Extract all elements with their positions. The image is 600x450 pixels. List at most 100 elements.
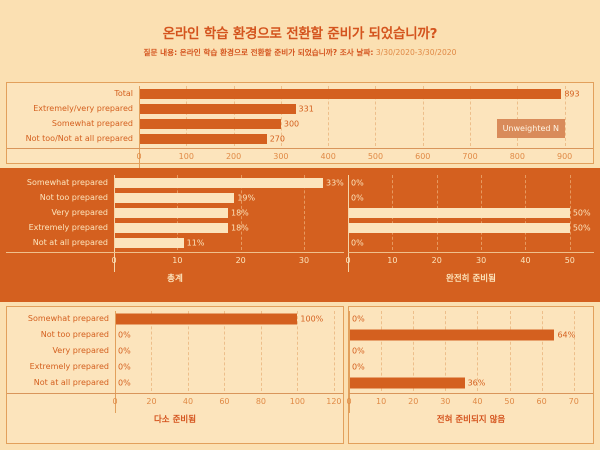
bar-value-label: 33% [326,178,344,187]
chart-2-rows: Somewhat prepared 33% Not too prepared 19% V… [6,175,344,250]
bar-plot-cell: 18% [114,220,344,235]
gridline [477,311,479,391]
bar[interactable] [349,329,555,341]
gridline [564,86,566,146]
gridline [224,311,226,391]
x-axis-title: 완전히 준비됨 [446,274,496,284]
x-axis-title: 총계 [167,274,183,284]
bar-plot-cell: 0% [115,343,343,359]
bar-plot-cell: 36% [349,375,593,391]
bar-value-label: 64% [557,330,576,340]
chart-bar-row: Very prepared 0% [7,343,343,359]
bar-value-label: 0% [351,238,364,247]
gridline [297,311,299,391]
gridline [187,311,189,391]
gridline [328,86,330,146]
chart-bar-row: 36% [349,375,593,391]
x-axis-tick-label: 20 [408,397,419,406]
x-axis-line [7,148,593,149]
chart-bar-row: 0% [348,190,594,205]
x-axis-tick-label: 100 [289,397,306,406]
bar-plot-cell: 0% [115,359,343,375]
bar[interactable] [139,88,562,99]
bar[interactable] [115,313,298,325]
bar-plot-cell: 331 [139,101,593,116]
x-axis-tick-label: 50 [564,256,575,265]
bar[interactable] [348,222,570,233]
x-axis-tick-label: 600 [415,152,431,161]
gridline [381,311,383,391]
chart-bar-row: Not at all prepared 11% [6,235,344,250]
gridline [569,175,571,250]
chart-bar-row: 64% [349,327,593,343]
chart-3-rows: 0% 0% 50% 50% 0% [348,175,594,250]
zero-axis-line [349,311,350,413]
page-title: 온라인 학습 환경으로 전환할 준비가 되었습니까? [162,26,438,42]
bar[interactable] [114,207,228,218]
chart-bar-row: 0% [349,311,593,327]
bar-plot-cell: 0% [115,375,343,391]
x-axis-tick-label: 30 [440,397,451,406]
chart-row-2-background [0,168,600,302]
x-axis-tick-label: 20 [431,256,442,265]
category-label: Extremely/very prepared [33,103,133,113]
gridline [151,311,153,391]
bar[interactable] [114,177,323,188]
bar-plot-cell: 0% [349,311,593,327]
bar[interactable] [348,207,570,218]
bar[interactable] [114,222,228,233]
gridline [445,311,447,391]
chart-bar-row: Extremely/very prepared 331 [7,101,593,116]
x-axis-tick-label: 120 [326,397,342,406]
gridline [509,311,511,391]
chart-bar-row: Extremely prepared 18% [6,220,344,235]
bar-value-label: 36% [467,378,486,388]
chart-bar-row: 0% [349,343,593,359]
x-axis-tick-label: 20 [235,256,246,265]
x-axis-tick-label: 500 [367,152,384,161]
subtitle-question: 질문 내용: 온라인 학습 환경으로 전환할 준비가 되었습니까? 조사 날짜: [143,48,374,58]
chart-somewhat-prepared: Somewhat prepared 100% Not too prepared 0% V… [6,306,344,444]
chart-5-canvas: 0% 64% 0% 0% 36% 0 10 20 30 40 50 60 70 전혀 준비되지 않음 [346,307,593,443]
bar[interactable] [349,377,465,389]
chart-bar-row: Not too prepared 0% [7,327,343,343]
x-axis-tick-label: 0 [136,152,142,161]
bar[interactable] [139,103,296,114]
x-axis-tick-label: 300 [273,152,289,161]
x-axis-tick-label: 700 [462,152,478,161]
bar-plot-cell: 64% [349,327,593,343]
chart-2-canvas: Somewhat prepared 33% Not too prepared 19% V… [6,172,344,298]
bar-value-label: 18% [231,208,249,217]
x-axis-tick-label: 40 [520,256,531,265]
x-axis-tick-label: 100 [178,152,194,161]
bar[interactable] [139,118,281,129]
chart-bar-row: 0% [349,359,593,375]
chart-bar-row: 50% [348,205,594,220]
bar-value-label: 0% [118,330,131,340]
bar[interactable] [114,192,235,203]
bar[interactable] [139,133,267,144]
bar[interactable] [114,237,184,248]
chart-bar-row: Somewhat prepared 300 [7,116,593,131]
x-axis-title: 다소 준비됨 [153,415,197,425]
x-axis-tick-label: 40 [472,397,483,406]
bar-plot-cell: 11% [114,235,344,250]
category-label: Extremely prepared [28,222,108,232]
x-axis-tick-label: 900 [556,152,573,161]
bar-plot-cell: 0% [349,343,593,359]
zero-axis-line [114,175,115,272]
x-axis-tick-label: 0 [112,397,118,406]
category-label: Somewhat prepared [26,177,108,187]
gridline [413,311,415,391]
gridline [541,311,543,391]
chart-1-rows: Total 893 Extremely/very prepared 331 Somewh… [7,86,593,146]
zero-axis-line [139,86,140,168]
legend-unweighted-n[interactable]: Unweighted N [496,119,565,138]
bar-value-label: 0% [351,193,364,202]
x-axis-tick-label: 40 [182,397,194,406]
category-label: Very prepared [52,346,109,355]
x-axis-tick-label: 20 [146,397,157,406]
bar-value-label: 100% [300,314,324,324]
chart-1-canvas: Total 893 Extremely/very prepared 331 Somewh… [7,83,593,168]
